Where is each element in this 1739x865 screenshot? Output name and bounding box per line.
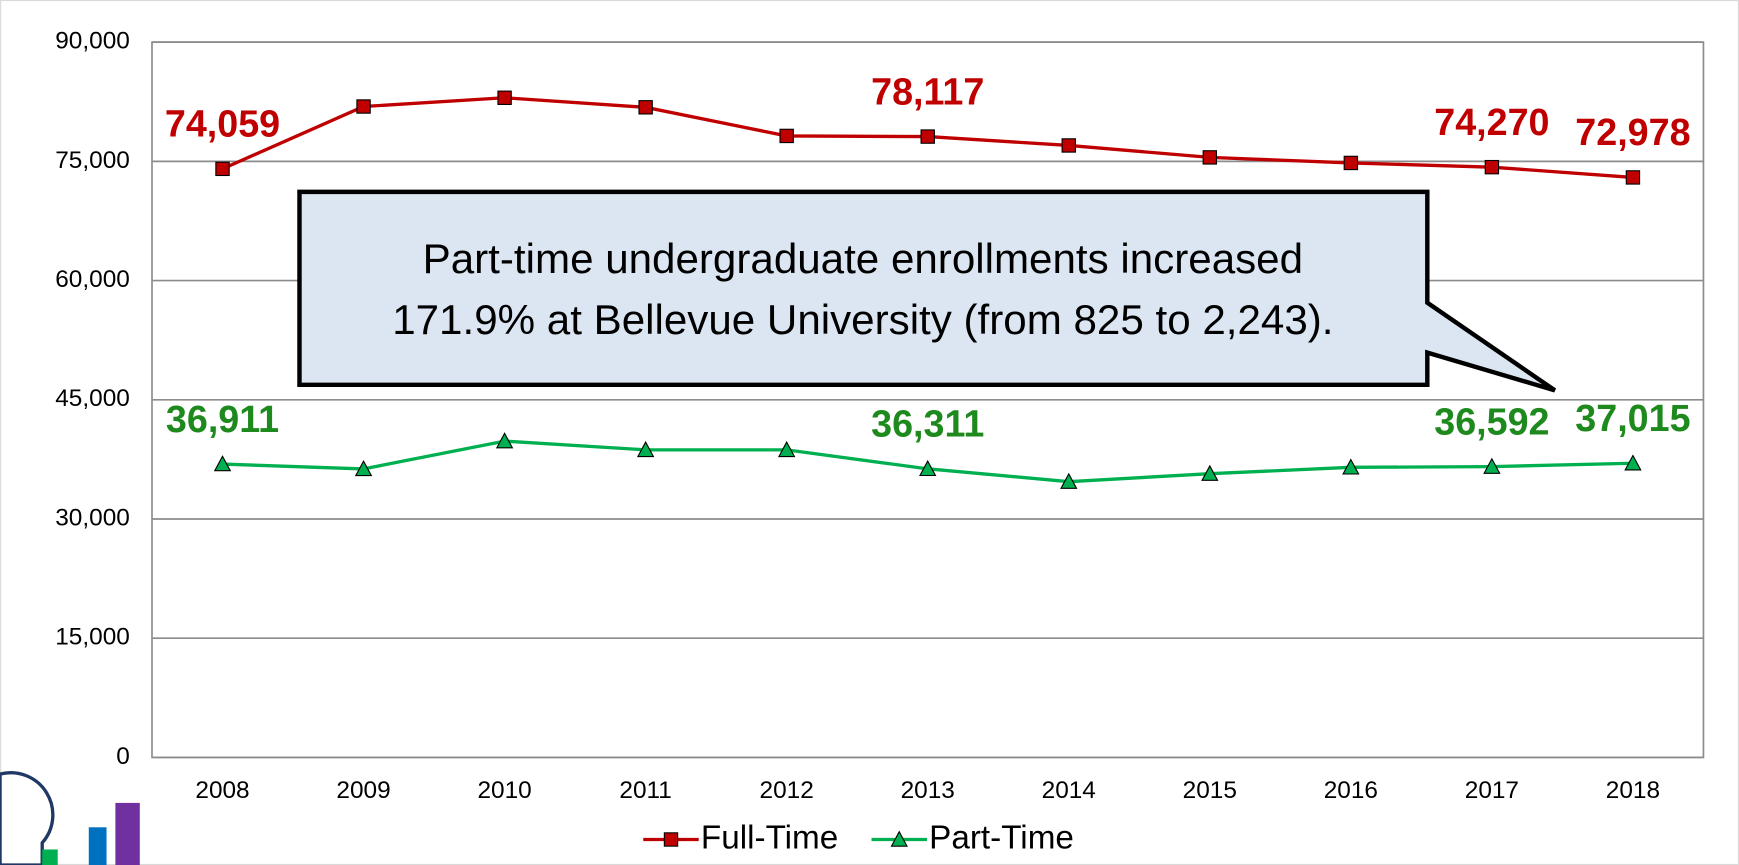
marker (663, 832, 679, 847)
marker (497, 90, 512, 105)
marker (779, 128, 794, 144)
x-tick-label: 2012 (760, 777, 814, 804)
x-tick-label: 2010 (477, 777, 531, 804)
x-tick-label: 2011 (619, 777, 671, 804)
marker (1201, 464, 1219, 481)
x-tick-label: 2017 (1465, 777, 1519, 804)
y-tick-label: 75,000 (55, 147, 130, 174)
marker (495, 432, 514, 449)
marker (1484, 159, 1500, 175)
marker (1625, 170, 1641, 185)
y-tick-label: 45,000 (55, 385, 130, 412)
y-tick-label: 30,000 (55, 504, 130, 531)
plot-frame (151, 41, 1705, 759)
logo-bar (42, 849, 58, 865)
marker (1060, 472, 1078, 489)
marker (636, 440, 655, 458)
marker (1343, 155, 1359, 171)
annotation: 171.9% at Bellevue University (from 825 … (392, 296, 1333, 343)
legend-label: Full-Time (701, 819, 838, 856)
marker (920, 129, 935, 144)
logo-bar (88, 827, 107, 865)
logo (0, 771, 140, 865)
series: 74,059 78,117 74,270 72,978 (165, 70, 1691, 185)
marker (213, 455, 232, 472)
marker (356, 99, 371, 114)
y-tick-label: 0 (116, 743, 130, 770)
marker (354, 459, 373, 477)
x-tick-label: 2015 (1183, 777, 1237, 804)
y-tick-label: 90,000 (55, 28, 130, 55)
data-label: 37,015 (1575, 397, 1690, 439)
x-tick-label: 2009 (336, 777, 390, 804)
x-tick-label: 2016 (1324, 777, 1378, 804)
logo-ring (0, 771, 55, 865)
data-label: 74,270 (1434, 101, 1549, 143)
marker (890, 830, 908, 847)
marker (777, 440, 796, 458)
callout-box (297, 189, 1557, 393)
annotation: Part-time undergraduate enrollments incr… (423, 235, 1303, 282)
marker (1624, 454, 1642, 471)
marker (1202, 150, 1218, 165)
legend-label: Part-Time (929, 819, 1074, 856)
data-label: 36,911 (166, 398, 279, 440)
data-label: 72,978 (1575, 111, 1690, 153)
marker (638, 100, 653, 115)
y-tick-label: 60,000 (55, 266, 130, 293)
y-tick-label: 15,000 (55, 624, 130, 651)
logo-bar (115, 802, 140, 865)
marker (215, 161, 230, 177)
data-label: 36,311 (871, 403, 984, 445)
marker (1061, 138, 1076, 153)
x-tick-label: 2014 (1042, 777, 1096, 804)
x-tick-label: 2008 (195, 777, 249, 804)
x-tick-label: 2013 (901, 777, 955, 804)
marker (919, 459, 937, 477)
marker (1483, 457, 1501, 474)
data-label: 78,117 (871, 70, 984, 112)
x-tick-label: 2018 (1606, 777, 1660, 804)
data-label: 74,059 (165, 103, 280, 145)
series: 36,911 36,311 36,592 37,015 (166, 397, 1691, 489)
marker (1342, 458, 1360, 475)
data-label: 36,592 (1434, 400, 1549, 442)
